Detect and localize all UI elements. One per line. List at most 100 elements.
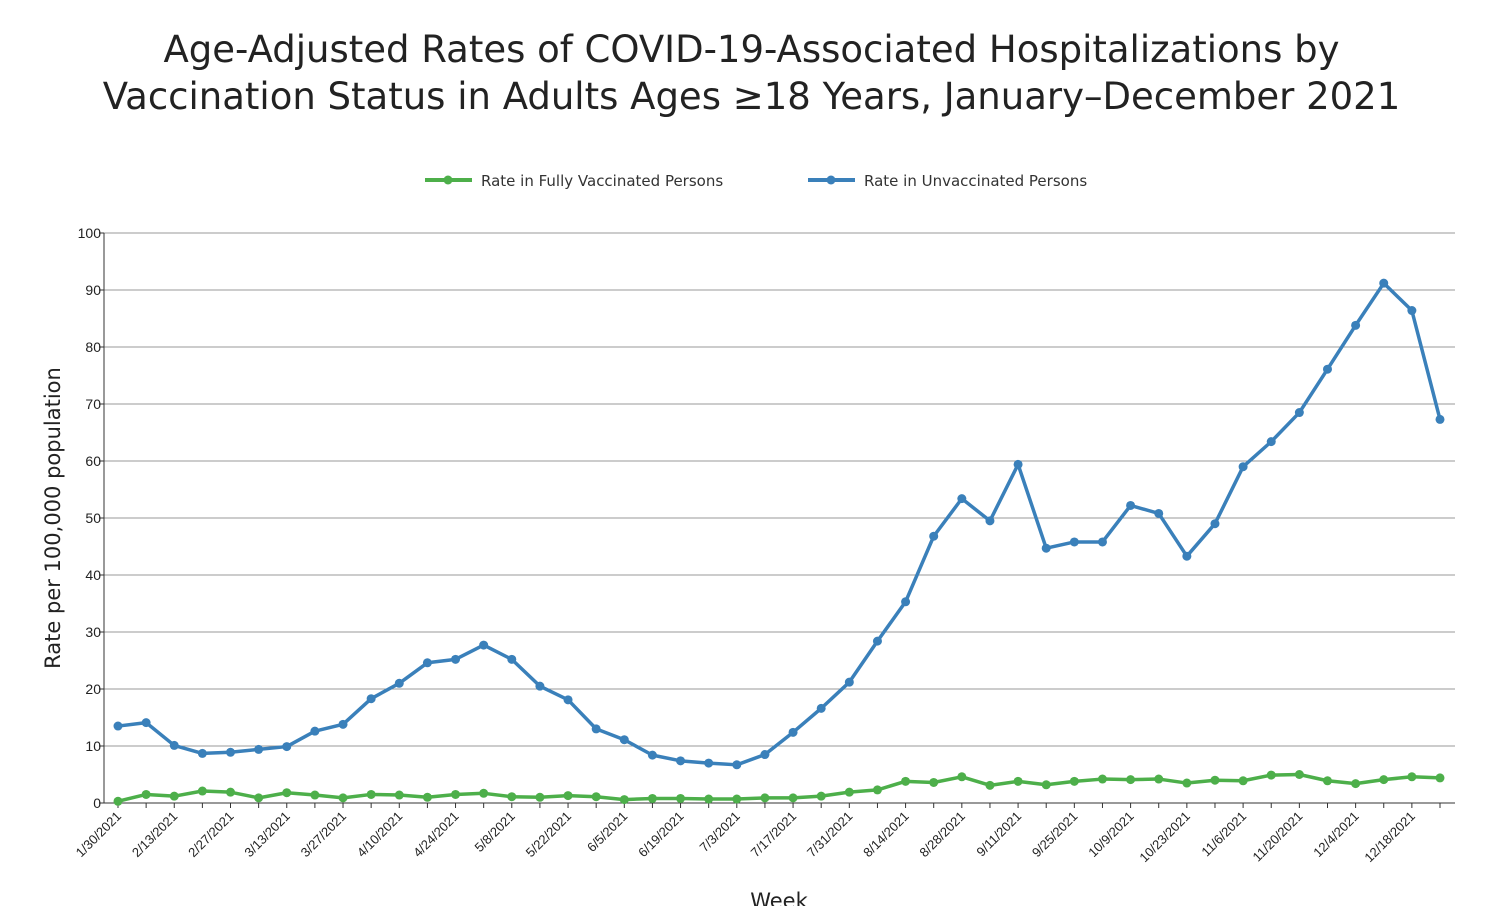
data-point-fully-vaccinated[interactable]	[619, 795, 629, 805]
data-point-unvaccinated[interactable]	[1294, 408, 1304, 418]
data-point-unvaccinated[interactable]	[1126, 500, 1136, 510]
data-point-fully-vaccinated[interactable]	[563, 791, 573, 801]
data-point-fully-vaccinated[interactable]	[1379, 775, 1389, 785]
data-point-unvaccinated[interactable]	[507, 654, 517, 664]
data-point-fully-vaccinated[interactable]	[141, 789, 151, 799]
data-point-fully-vaccinated[interactable]	[732, 794, 742, 804]
data-point-unvaccinated[interactable]	[1266, 437, 1276, 447]
data-point-fully-vaccinated[interactable]	[788, 793, 798, 803]
data-point-unvaccinated[interactable]	[647, 750, 657, 760]
data-point-unvaccinated[interactable]	[760, 750, 770, 760]
data-point-unvaccinated[interactable]	[169, 740, 179, 750]
legend-item-unvaccinated[interactable]: Rate in Unvaccinated Persons	[808, 172, 1087, 190]
data-point-fully-vaccinated[interactable]	[507, 792, 517, 802]
data-point-unvaccinated[interactable]	[1154, 508, 1164, 518]
data-point-fully-vaccinated[interactable]	[704, 794, 714, 804]
data-point-fully-vaccinated[interactable]	[479, 788, 489, 798]
data-point-unvaccinated[interactable]	[366, 694, 376, 704]
data-point-fully-vaccinated[interactable]	[1351, 779, 1361, 789]
data-point-unvaccinated[interactable]	[113, 721, 123, 731]
data-point-unvaccinated[interactable]	[1351, 320, 1361, 330]
data-point-fully-vaccinated[interactable]	[113, 796, 123, 806]
data-point-fully-vaccinated[interactable]	[366, 789, 376, 799]
data-point-unvaccinated[interactable]	[957, 494, 967, 504]
data-point-fully-vaccinated[interactable]	[1069, 776, 1079, 786]
data-point-fully-vaccinated[interactable]	[338, 793, 348, 803]
data-point-unvaccinated[interactable]	[310, 726, 320, 736]
data-point-unvaccinated[interactable]	[394, 678, 404, 688]
data-point-fully-vaccinated[interactable]	[254, 793, 264, 803]
data-point-unvaccinated[interactable]	[1210, 519, 1220, 529]
data-point-fully-vaccinated[interactable]	[760, 793, 770, 803]
data-point-fully-vaccinated[interactable]	[394, 790, 404, 800]
data-point-fully-vaccinated[interactable]	[1041, 780, 1051, 790]
x-tick-label: 5/8/2021	[472, 809, 518, 855]
data-point-fully-vaccinated[interactable]	[1013, 776, 1023, 786]
data-point-unvaccinated[interactable]	[1041, 543, 1051, 553]
data-point-fully-vaccinated[interactable]	[1322, 776, 1332, 786]
data-point-unvaccinated[interactable]	[197, 748, 207, 758]
data-point-unvaccinated[interactable]	[591, 724, 601, 734]
data-point-unvaccinated[interactable]	[141, 718, 151, 728]
data-point-unvaccinated[interactable]	[479, 640, 489, 650]
data-point-unvaccinated[interactable]	[1322, 364, 1332, 374]
data-point-fully-vaccinated[interactable]	[1097, 774, 1107, 784]
data-point-fully-vaccinated[interactable]	[451, 789, 461, 799]
data-point-unvaccinated[interactable]	[1182, 551, 1192, 561]
data-point-unvaccinated[interactable]	[704, 758, 714, 768]
data-point-unvaccinated[interactable]	[1435, 414, 1445, 424]
data-point-unvaccinated[interactable]	[619, 735, 629, 745]
data-point-unvaccinated[interactable]	[226, 747, 236, 757]
data-point-fully-vaccinated[interactable]	[197, 786, 207, 796]
data-point-unvaccinated[interactable]	[676, 756, 686, 766]
data-point-unvaccinated[interactable]	[282, 742, 292, 752]
data-point-fully-vaccinated[interactable]	[535, 792, 545, 802]
data-point-unvaccinated[interactable]	[1407, 306, 1417, 316]
data-point-fully-vaccinated[interactable]	[929, 777, 939, 787]
data-point-fully-vaccinated[interactable]	[310, 790, 320, 800]
data-point-fully-vaccinated[interactable]	[1238, 776, 1248, 786]
data-point-fully-vaccinated[interactable]	[1266, 770, 1276, 780]
data-point-unvaccinated[interactable]	[422, 658, 432, 668]
data-point-fully-vaccinated[interactable]	[647, 793, 657, 803]
data-point-unvaccinated[interactable]	[1013, 459, 1023, 469]
legend-item-fully-vaccinated[interactable]: Rate in Fully Vaccinated Persons	[425, 172, 723, 190]
data-point-unvaccinated[interactable]	[788, 727, 798, 737]
data-point-fully-vaccinated[interactable]	[282, 788, 292, 798]
data-point-fully-vaccinated[interactable]	[901, 776, 911, 786]
data-point-fully-vaccinated[interactable]	[1407, 772, 1417, 782]
data-point-fully-vaccinated[interactable]	[872, 785, 882, 795]
data-point-fully-vaccinated[interactable]	[676, 793, 686, 803]
data-point-unvaccinated[interactable]	[844, 677, 854, 687]
data-point-fully-vaccinated[interactable]	[226, 787, 236, 797]
data-point-fully-vaccinated[interactable]	[591, 792, 601, 802]
data-point-fully-vaccinated[interactable]	[1126, 775, 1136, 785]
data-point-fully-vaccinated[interactable]	[985, 780, 995, 790]
data-point-fully-vaccinated[interactable]	[1435, 773, 1445, 783]
data-point-unvaccinated[interactable]	[1097, 537, 1107, 547]
data-point-fully-vaccinated[interactable]	[957, 772, 967, 782]
y-tick-label: 100	[78, 225, 102, 241]
data-point-unvaccinated[interactable]	[1238, 462, 1248, 472]
data-point-unvaccinated[interactable]	[338, 719, 348, 729]
data-point-unvaccinated[interactable]	[1069, 537, 1079, 547]
data-point-unvaccinated[interactable]	[1379, 278, 1389, 288]
data-point-unvaccinated[interactable]	[732, 760, 742, 770]
data-point-fully-vaccinated[interactable]	[816, 791, 826, 801]
data-point-fully-vaccinated[interactable]	[1294, 770, 1304, 779]
data-point-fully-vaccinated[interactable]	[169, 791, 179, 801]
data-point-unvaccinated[interactable]	[535, 681, 545, 691]
data-point-unvaccinated[interactable]	[901, 597, 911, 607]
data-point-unvaccinated[interactable]	[816, 703, 826, 713]
data-point-fully-vaccinated[interactable]	[844, 787, 854, 797]
data-point-fully-vaccinated[interactable]	[1154, 774, 1164, 784]
data-point-unvaccinated[interactable]	[451, 654, 461, 664]
data-point-unvaccinated[interactable]	[929, 531, 939, 541]
data-point-fully-vaccinated[interactable]	[1182, 778, 1192, 788]
data-point-unvaccinated[interactable]	[563, 695, 573, 705]
data-point-unvaccinated[interactable]	[985, 516, 995, 526]
data-point-fully-vaccinated[interactable]	[1210, 775, 1220, 785]
data-point-fully-vaccinated[interactable]	[422, 792, 432, 802]
data-point-unvaccinated[interactable]	[254, 744, 264, 754]
data-point-unvaccinated[interactable]	[872, 636, 882, 646]
